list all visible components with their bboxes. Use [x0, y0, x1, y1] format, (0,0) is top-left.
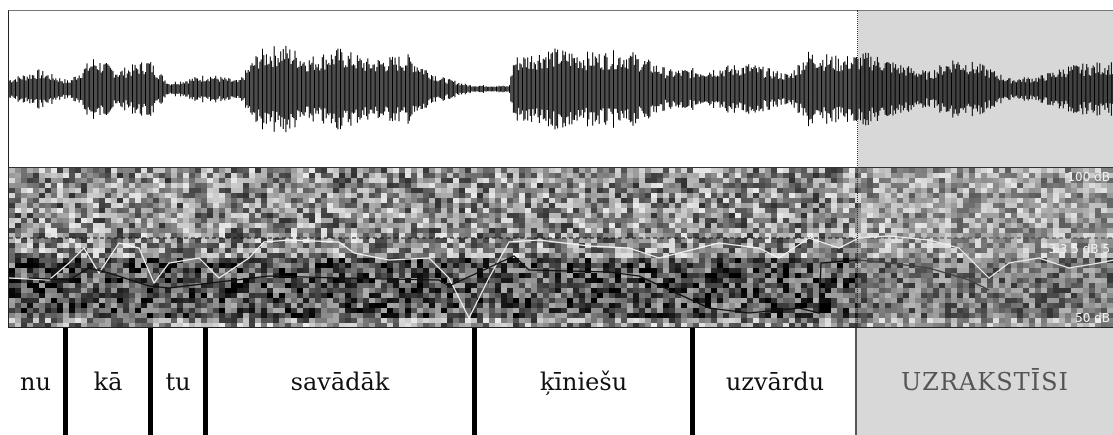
segment-kiniesu[interactable]: ķīniešu: [477, 328, 690, 435]
text-tier[interactable]: nu kā tu savādāk ķīniešu uzvārdu UZRAKST…: [8, 327, 1113, 435]
waveform-trace: [9, 46, 1113, 132]
spectrogram-plot: [9, 168, 1113, 328]
segment-tu[interactable]: tu: [153, 328, 203, 435]
segment-uzrakstisi[interactable]: UZRAKSTĪSI: [857, 328, 1113, 435]
spectrogram-max-label: 100 dB: [1067, 170, 1110, 184]
segment-savadak[interactable]: savādāk: [208, 328, 472, 435]
spectrogram-min-label: 50 dB: [1075, 311, 1110, 325]
segment-ka[interactable]: kā: [68, 328, 148, 435]
segment-nu[interactable]: nu: [8, 328, 63, 435]
pitch-value-label: 3.3 5 dB 5: [1048, 242, 1110, 256]
waveform-plot: [9, 11, 1113, 168]
waveform-pane[interactable]: [8, 10, 1113, 168]
spectrogram-pane[interactable]: 100 dB 3.3 5 dB 5 50 dB: [8, 167, 1113, 328]
segment-uzvardu[interactable]: uzvārdu: [695, 328, 855, 435]
cursor-line[interactable]: [857, 10, 858, 328]
